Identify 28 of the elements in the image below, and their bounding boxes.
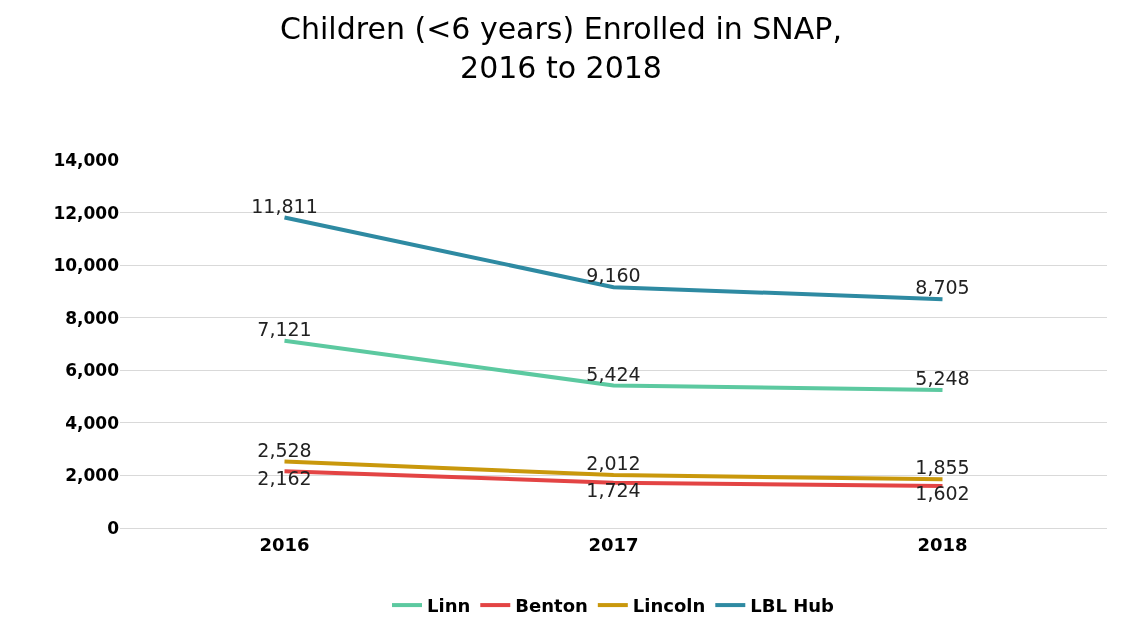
data-label: 9,160 — [586, 264, 641, 287]
y-tick-label: 0 — [107, 517, 120, 538]
legend-label: Lincoln — [632, 595, 706, 617]
y-tick-label: 4,000 — [65, 412, 120, 433]
data-label: 2,528 — [257, 438, 312, 461]
data-label: 7,121 — [257, 318, 312, 341]
data-label: 5,424 — [586, 362, 641, 385]
y-tick-label: 8,000 — [65, 307, 120, 328]
x-tick-label: 2018 — [917, 533, 968, 555]
x-tick-label: 2017 — [588, 533, 639, 555]
data-label: 2,012 — [586, 452, 641, 475]
data-label: 1,724 — [586, 478, 641, 501]
x-tick-label: 2016 — [259, 533, 310, 555]
data-label: 2,162 — [257, 467, 312, 490]
chart-title: Children (<6 years) Enrolled in SNAP, 2016 to 2018 — [280, 10, 842, 85]
data-label: 5,248 — [915, 367, 970, 390]
y-tick-label: 14,000 — [53, 149, 120, 170]
data-label: 1,602 — [915, 482, 970, 505]
legend-label: Linn — [427, 595, 471, 617]
y-tick-label: 10,000 — [53, 255, 120, 276]
data-label: 1,855 — [915, 456, 970, 479]
legend-label: LBL Hub — [750, 595, 835, 617]
y-tick-label: 12,000 — [53, 202, 120, 223]
data-label: 8,705 — [915, 276, 970, 299]
y-tick-label: 2,000 — [65, 465, 120, 486]
data-label: 11,811 — [251, 194, 318, 217]
y-tick-label: 6,000 — [65, 360, 120, 381]
legend-label: Benton — [515, 595, 588, 617]
